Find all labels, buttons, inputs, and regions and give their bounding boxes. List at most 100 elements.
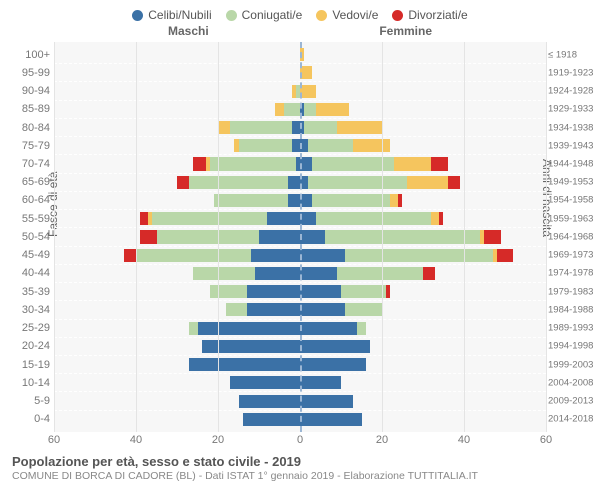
bar-female (300, 322, 546, 335)
chart-title: Popolazione per età, sesso e stato civil… (12, 454, 592, 469)
bar-male (54, 376, 300, 389)
age-label: 90-94 (8, 85, 50, 97)
age-label: 100+ (8, 49, 50, 61)
bar-female (300, 212, 546, 225)
bar-female (300, 85, 546, 98)
seg-s (198, 322, 301, 335)
seg-s (239, 395, 301, 408)
seg-w (407, 176, 448, 189)
seg-d (431, 157, 447, 170)
bar-male (54, 303, 300, 316)
seg-c (193, 267, 255, 280)
x-tick: 0 (297, 434, 303, 446)
seg-s (300, 395, 353, 408)
bar-female (300, 176, 546, 189)
legend-swatch (132, 10, 143, 21)
bar-male (54, 85, 300, 98)
seg-s (255, 267, 300, 280)
age-label: 95-99 (8, 67, 50, 79)
age-label: 55-59 (8, 213, 50, 225)
bar-female (300, 121, 546, 134)
seg-c (239, 139, 292, 152)
seg-d (386, 285, 390, 298)
seg-c (189, 176, 287, 189)
grid-line (464, 42, 465, 432)
bar-male (54, 212, 300, 225)
birth-label: 1964-1968 (548, 231, 596, 242)
legend-item: Celibi/Nubili (132, 8, 211, 22)
birth-label: 2004-2008 (548, 377, 596, 388)
seg-c (157, 230, 260, 243)
seg-s (300, 413, 362, 426)
bar-male (54, 358, 300, 371)
seg-w (218, 121, 230, 134)
seg-s (300, 230, 325, 243)
bar-female (300, 194, 546, 207)
age-label: 70-74 (8, 158, 50, 170)
bar-female (300, 139, 546, 152)
legend-item: Vedovi/e (316, 8, 378, 22)
seg-d (439, 212, 443, 225)
bar-female (300, 358, 546, 371)
seg-w (337, 121, 382, 134)
seg-s (300, 322, 357, 335)
seg-c (325, 230, 481, 243)
seg-c (152, 212, 267, 225)
birth-label: 1984-1988 (548, 304, 596, 315)
chart-subtitle: COMUNE DI BORCA DI CADORE (BL) - Dati IS… (12, 470, 592, 482)
birth-label: ≤ 1918 (548, 49, 596, 60)
bar-male (54, 139, 300, 152)
seg-s (259, 230, 300, 243)
seg-s (300, 340, 370, 353)
bar-female (300, 413, 546, 426)
seg-s (267, 212, 300, 225)
seg-s (288, 194, 300, 207)
population-pyramid-chart: Celibi/NubiliConiugati/eVedovi/eDivorzia… (0, 0, 600, 500)
seg-s (300, 267, 337, 280)
birth-label: 1969-1973 (548, 250, 596, 261)
seg-s (300, 249, 345, 262)
age-label: 75-79 (8, 140, 50, 152)
birth-label: 1974-1978 (548, 268, 596, 279)
x-tick: 60 (48, 434, 60, 446)
legend: Celibi/NubiliConiugati/eVedovi/eDivorzia… (8, 4, 592, 24)
center-line (300, 42, 302, 432)
seg-c (284, 103, 300, 116)
age-label: 25-29 (8, 322, 50, 334)
birth-label: 1979-1983 (548, 286, 596, 297)
bar-female (300, 230, 546, 243)
age-label: 80-84 (8, 122, 50, 134)
birth-label: 1924-1928 (548, 86, 596, 97)
birth-label: 2009-2013 (548, 396, 596, 407)
bar-female (300, 249, 546, 262)
seg-s (300, 358, 366, 371)
seg-d (484, 230, 500, 243)
seg-c (316, 212, 431, 225)
age-label: 15-19 (8, 359, 50, 371)
seg-w (275, 103, 283, 116)
age-label: 35-39 (8, 286, 50, 298)
seg-d (140, 212, 148, 225)
seg-c (226, 303, 247, 316)
x-tick: 60 (540, 434, 552, 446)
seg-d (497, 249, 513, 262)
seg-s (292, 139, 300, 152)
seg-d (177, 176, 189, 189)
seg-w (300, 85, 316, 98)
seg-c (136, 249, 251, 262)
legend-label: Celibi/Nubili (148, 8, 211, 22)
seg-w (390, 194, 398, 207)
age-label: 30-34 (8, 304, 50, 316)
x-tick: 20 (212, 434, 224, 446)
seg-d (423, 267, 435, 280)
seg-c (345, 249, 493, 262)
legend-swatch (392, 10, 403, 21)
x-tick: 20 (376, 434, 388, 446)
seg-s (189, 358, 300, 371)
grid-line (218, 42, 219, 432)
header-female: Femmine (379, 24, 432, 38)
seg-d (193, 157, 205, 170)
seg-c (341, 285, 386, 298)
legend-swatch (226, 10, 237, 21)
seg-d (140, 230, 156, 243)
